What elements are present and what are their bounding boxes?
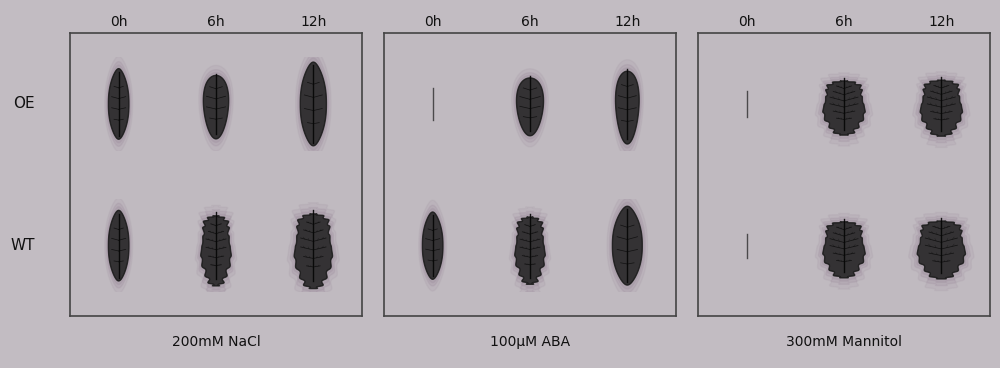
Polygon shape <box>201 70 231 146</box>
Polygon shape <box>611 202 644 289</box>
Polygon shape <box>612 206 642 285</box>
Polygon shape <box>821 79 867 138</box>
Text: 12h: 12h <box>928 15 955 29</box>
Polygon shape <box>512 69 548 147</box>
Polygon shape <box>607 192 647 299</box>
Polygon shape <box>819 76 869 141</box>
Text: 0h: 0h <box>738 15 755 29</box>
Polygon shape <box>199 213 233 290</box>
Polygon shape <box>909 212 974 291</box>
Polygon shape <box>815 213 873 289</box>
Text: OE: OE <box>13 96 35 112</box>
Polygon shape <box>198 210 234 294</box>
Polygon shape <box>299 58 328 150</box>
Polygon shape <box>915 219 968 282</box>
Polygon shape <box>616 71 639 144</box>
Polygon shape <box>918 78 965 139</box>
Text: 6h: 6h <box>521 15 539 29</box>
Polygon shape <box>823 81 865 135</box>
Polygon shape <box>290 208 336 297</box>
Polygon shape <box>296 47 331 160</box>
Polygon shape <box>912 216 970 286</box>
Polygon shape <box>107 207 130 284</box>
Polygon shape <box>421 209 444 283</box>
Polygon shape <box>516 78 544 136</box>
Text: 200mM NaCl: 200mM NaCl <box>172 335 260 349</box>
Polygon shape <box>106 61 131 146</box>
Polygon shape <box>609 198 645 293</box>
Polygon shape <box>819 217 869 284</box>
Polygon shape <box>300 62 326 146</box>
Polygon shape <box>107 65 130 143</box>
Text: 0h: 0h <box>110 15 127 29</box>
Polygon shape <box>419 200 447 291</box>
Polygon shape <box>195 205 237 300</box>
Polygon shape <box>420 205 445 286</box>
Polygon shape <box>199 66 233 151</box>
Polygon shape <box>823 222 865 278</box>
Polygon shape <box>287 203 339 304</box>
Text: 6h: 6h <box>207 15 225 29</box>
Polygon shape <box>292 211 334 293</box>
Polygon shape <box>515 217 545 284</box>
Text: 300mM Mannitol: 300mM Mannitol <box>786 335 902 349</box>
Polygon shape <box>294 214 333 289</box>
Polygon shape <box>105 56 133 152</box>
Polygon shape <box>202 72 230 142</box>
Polygon shape <box>916 75 967 143</box>
Polygon shape <box>515 75 545 139</box>
Text: WT: WT <box>10 238 35 253</box>
Text: 12h: 12h <box>300 15 327 29</box>
Text: 100μM ABA: 100μM ABA <box>490 335 570 349</box>
Polygon shape <box>920 80 963 136</box>
Polygon shape <box>614 68 640 148</box>
Polygon shape <box>913 72 970 148</box>
Polygon shape <box>512 211 548 292</box>
Polygon shape <box>509 207 551 298</box>
Polygon shape <box>514 73 546 142</box>
Polygon shape <box>613 65 642 152</box>
Polygon shape <box>108 210 129 281</box>
Polygon shape <box>298 54 329 154</box>
Text: 6h: 6h <box>835 15 853 29</box>
Polygon shape <box>201 216 231 286</box>
Text: 12h: 12h <box>614 15 641 29</box>
Polygon shape <box>108 69 129 139</box>
Text: 0h: 0h <box>424 15 441 29</box>
Polygon shape <box>106 203 131 288</box>
Polygon shape <box>422 212 443 279</box>
Polygon shape <box>815 73 873 146</box>
Polygon shape <box>513 214 547 288</box>
Polygon shape <box>105 198 133 293</box>
Polygon shape <box>203 75 229 139</box>
Polygon shape <box>917 221 965 279</box>
Polygon shape <box>821 219 867 281</box>
Polygon shape <box>611 60 643 158</box>
